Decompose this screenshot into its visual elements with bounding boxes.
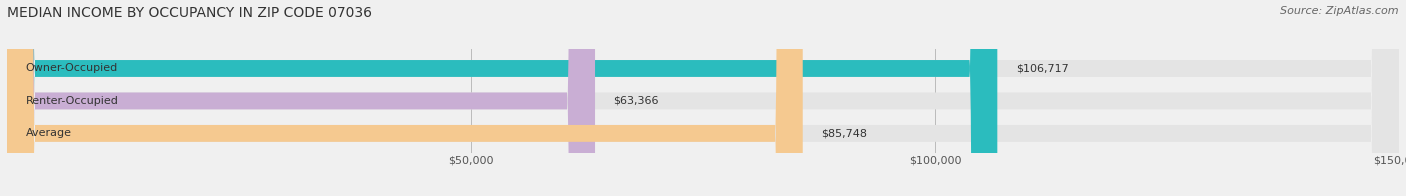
Text: $106,717: $106,717 <box>1017 64 1069 74</box>
Text: MEDIAN INCOME BY OCCUPANCY IN ZIP CODE 07036: MEDIAN INCOME BY OCCUPANCY IN ZIP CODE 0… <box>7 6 373 20</box>
FancyBboxPatch shape <box>7 0 1399 196</box>
Text: Source: ZipAtlas.com: Source: ZipAtlas.com <box>1281 6 1399 16</box>
FancyBboxPatch shape <box>7 0 1399 196</box>
Text: Owner-Occupied: Owner-Occupied <box>25 64 118 74</box>
FancyBboxPatch shape <box>7 0 803 196</box>
Text: $85,748: $85,748 <box>821 128 868 138</box>
Text: Renter-Occupied: Renter-Occupied <box>25 96 118 106</box>
FancyBboxPatch shape <box>7 0 997 196</box>
Text: Average: Average <box>25 128 72 138</box>
Text: $63,366: $63,366 <box>613 96 659 106</box>
FancyBboxPatch shape <box>7 0 595 196</box>
FancyBboxPatch shape <box>7 0 1399 196</box>
